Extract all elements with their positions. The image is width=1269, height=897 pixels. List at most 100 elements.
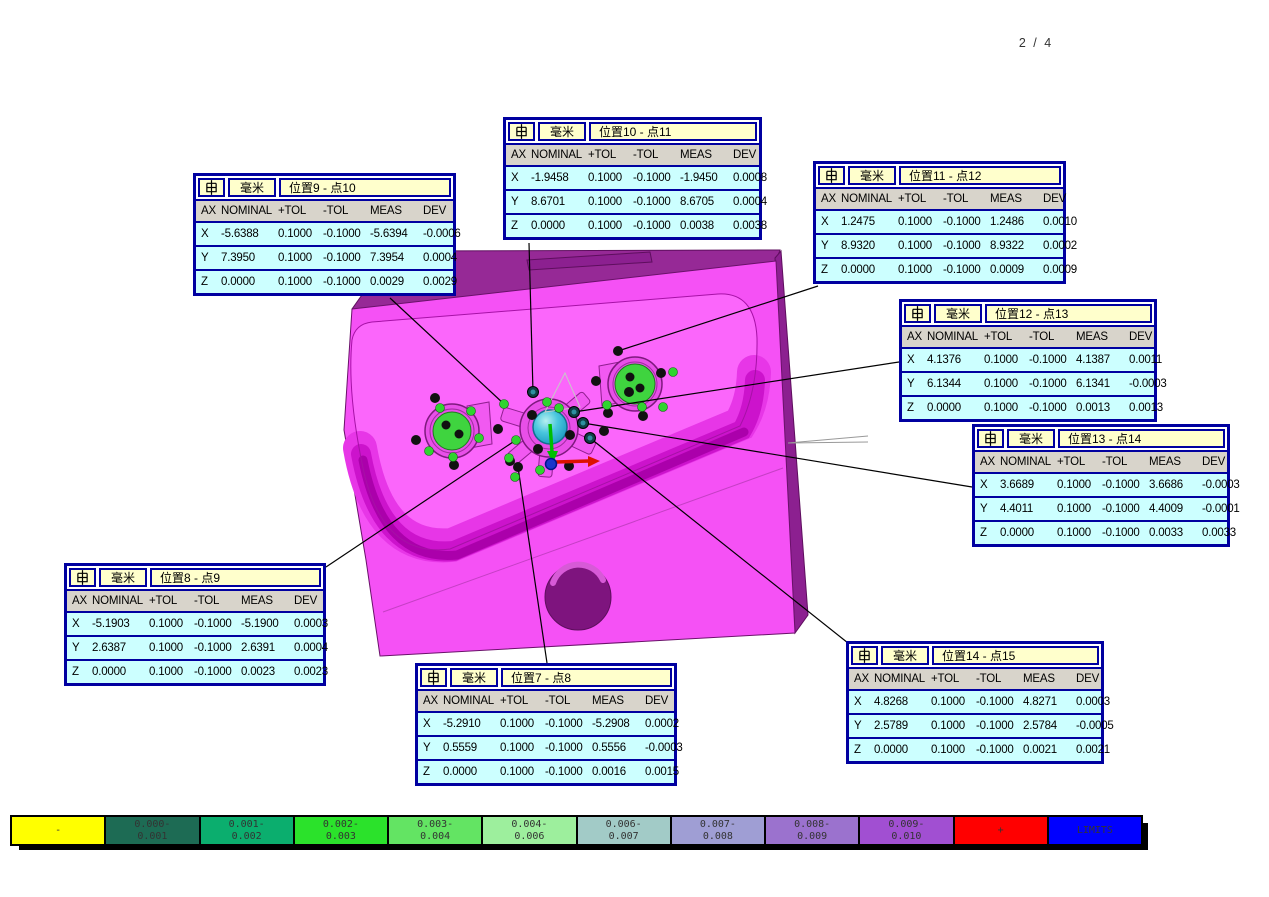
scale-label: LIMITS xyxy=(1076,824,1113,836)
table-header-row: AX NOMINAL +TOL -TOL MEAS DEV xyxy=(902,325,1154,347)
scale-label: - xyxy=(55,824,62,836)
cell: 0.0000 xyxy=(1000,527,1034,539)
cell: 0.0038 xyxy=(733,220,767,232)
column-header: MEAS xyxy=(370,205,402,217)
y-axis-arrowhead xyxy=(547,451,558,463)
column-header: -TOL xyxy=(633,149,659,161)
cell: -0.1000 xyxy=(976,744,1014,756)
position-symbol-icon xyxy=(904,304,931,323)
callout-table-position9[interactable]: 毫米 位置9 - 点10 AX NOMINAL +TOL -TOL MEAS DEV X-… xyxy=(193,173,461,296)
cell: 0.1000 xyxy=(149,666,183,678)
cell: 2.6387 xyxy=(92,642,126,654)
cell: -0.1000 xyxy=(943,264,981,276)
cell: 0.0021 xyxy=(1023,744,1057,756)
cell: -1.9450 xyxy=(680,172,718,184)
unit-label: 毫米 xyxy=(881,646,929,665)
callout-table-position10[interactable]: 毫米 位置10 - 点11 AX NOMINAL +TOL -TOL MEAS DEV X… xyxy=(503,117,767,240)
callout-title: 位置10 - 点11 xyxy=(589,122,757,141)
cell: -0.0006 xyxy=(423,228,461,240)
cell: X xyxy=(423,718,431,730)
cell: 0.0000 xyxy=(92,666,126,678)
cell: 0.1000 xyxy=(984,378,1018,390)
face-edge-line xyxy=(382,467,784,613)
cell: 0.1000 xyxy=(1057,503,1091,515)
callout-table-position14[interactable]: 毫米 位置14 - 点15 AX NOMINAL +TOL -TOL MEAS DEV X… xyxy=(846,641,1114,764)
column-header: +TOL xyxy=(588,149,617,161)
cell: -0.1000 xyxy=(545,742,583,754)
cell: 4.8268 xyxy=(874,696,908,708)
callout-title-row: 毫米 位置13 - 点14 xyxy=(975,427,1227,450)
measurement-row: X 3.6689 0.1000 -0.1000 3.6686 -0.0003 xyxy=(975,472,1240,496)
column-header: -TOL xyxy=(1029,331,1055,343)
column-header: AX xyxy=(201,205,216,217)
callout-table-position13[interactable]: 毫米 位置13 - 点14 AX NOMINAL +TOL -TOL MEAS DEV X… xyxy=(972,424,1240,547)
cell: -0.1000 xyxy=(943,216,981,228)
cell: 0.0009 xyxy=(990,264,1024,276)
callout-table-position7[interactable]: 毫米 位置7 - 点8 AX NOMINAL +TOL -TOL MEAS DEV X -5… xyxy=(415,663,683,786)
cell: Y xyxy=(907,378,915,390)
cell: Z xyxy=(907,402,914,414)
cell: 0.5556 xyxy=(592,742,626,754)
column-header: +TOL xyxy=(1057,456,1086,468)
callout-table-position12[interactable]: 毫米 位置12 - 点13 AX NOMINAL +TOL -TOL MEAS DEV X… xyxy=(899,299,1167,422)
cell: 0.1000 xyxy=(898,216,932,228)
scale-label: 0.009 xyxy=(797,830,828,842)
cell: 0.1000 xyxy=(588,172,622,184)
callout-title-row: 毫米 位置14 - 点15 xyxy=(849,644,1101,667)
column-header: NOMINAL xyxy=(221,205,272,217)
cell: -0.1000 xyxy=(633,172,671,184)
cell: 0.0011 xyxy=(1129,354,1163,366)
table-header-row: AX NOMINAL +TOL -TOL MEAS DEV xyxy=(418,689,674,711)
cell: -1.9458 xyxy=(531,172,569,184)
part-top-notch xyxy=(526,251,653,271)
cell: -0.1000 xyxy=(633,220,671,232)
cell: -0.1000 xyxy=(943,240,981,252)
cell: -0.1000 xyxy=(323,228,361,240)
cell: 0.0004 xyxy=(423,252,457,264)
cell: -0.1000 xyxy=(1102,503,1140,515)
unit-label: 毫米 xyxy=(538,122,586,141)
scale-label: 0.010 xyxy=(891,830,922,842)
measurement-row: Z 0.0000 0.1000 -0.1000 0.0021 0.0021 xyxy=(849,737,1110,761)
table-header-row: AX NOMINAL +TOL -TOL MEAS DEV xyxy=(67,589,323,611)
cell: Z xyxy=(423,766,430,778)
scale-label: 0.004- xyxy=(511,818,548,830)
cell: 0.1000 xyxy=(898,264,932,276)
measurement-row: Z 0.0000 0.1000 -0.1000 0.0038 0.0038 xyxy=(506,213,767,237)
table-body: X -5.6388 0.1000 -0.1000 -5.6394 -0.0006 Y 7.39… xyxy=(196,221,461,293)
feature-bosses xyxy=(424,356,663,478)
scale-segment: 0.009- 0.010 xyxy=(860,817,953,844)
measurement-points-green xyxy=(424,367,678,482)
scale-segment: - xyxy=(12,817,105,844)
measurement-row: Y 0.5559 0.1000 -0.1000 0.5556 -0.0003 xyxy=(418,735,683,759)
cell: 0.1000 xyxy=(984,354,1018,366)
deviation-color-scale: -0.000- 0.001 0.001- 0.002 0.002- 0.003 0.003-… xyxy=(10,815,1143,846)
column-header: DEV xyxy=(294,595,318,607)
column-header: -TOL xyxy=(976,673,1002,685)
column-header: MEAS xyxy=(1023,673,1055,685)
x-axis-arrowhead xyxy=(588,456,600,467)
column-header: -TOL xyxy=(194,595,220,607)
callout-title: 位置11 - 点12 xyxy=(899,166,1061,185)
callout-table-position8[interactable]: 毫米 位置8 - 点9 AX NOMINAL +TOL -TOL MEAS DEV X -5… xyxy=(64,563,328,686)
x-axis-arrow xyxy=(555,459,590,464)
cell: -0.1000 xyxy=(545,766,583,778)
cell: 0.1000 xyxy=(278,252,312,264)
table-body: X 3.6689 0.1000 -0.1000 3.6686 -0.0003 Y 4.4011… xyxy=(975,472,1240,544)
measurement-row: Y 8.6701 0.1000 -0.1000 8.6705 0.0004 xyxy=(506,189,767,213)
cell: 0.0000 xyxy=(221,276,255,288)
cell: -0.0001 xyxy=(1202,503,1240,515)
callout-table-position11[interactable]: 毫米 位置11 - 点12 AX NOMINAL +TOL -TOL MEAS DEV X… xyxy=(813,161,1077,284)
cell: Z xyxy=(980,527,987,539)
cell: 0.1000 xyxy=(588,196,622,208)
position-symbol-icon xyxy=(851,646,878,665)
cell: 0.1000 xyxy=(500,766,534,778)
column-header: -TOL xyxy=(1102,456,1128,468)
column-header: NOMINAL xyxy=(927,331,978,343)
cell: Y xyxy=(423,742,431,754)
callout-title-row: 毫米 位置11 - 点12 xyxy=(816,164,1063,187)
cell: 2.5784 xyxy=(1023,720,1057,732)
cell: 3.6689 xyxy=(1000,479,1034,491)
